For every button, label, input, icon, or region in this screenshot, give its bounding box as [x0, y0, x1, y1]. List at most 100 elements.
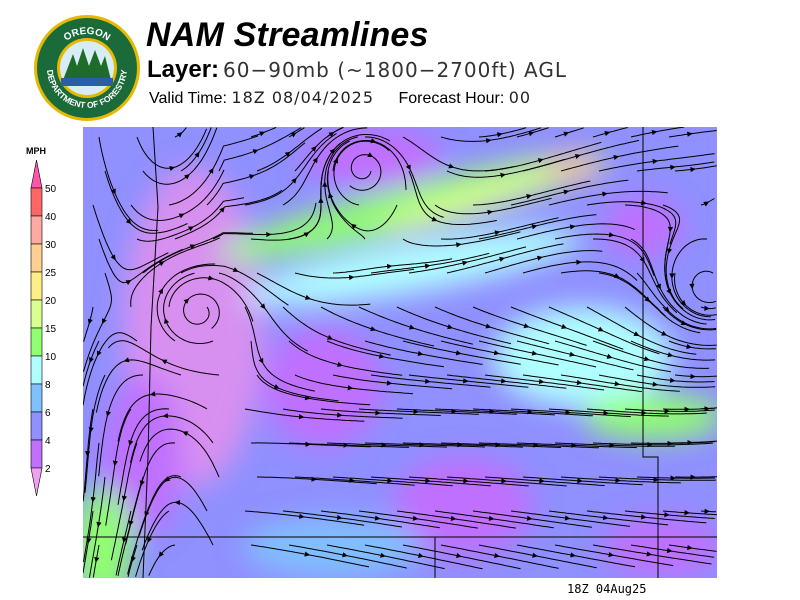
streamline-arrowhead	[374, 515, 381, 521]
streamline	[668, 544, 717, 552]
streamline	[326, 544, 445, 570]
streamline	[408, 374, 529, 388]
streamline-arrowhead	[664, 408, 670, 414]
streamline	[364, 340, 483, 365]
streamline	[472, 510, 592, 528]
streamline-arrowhead	[322, 181, 328, 187]
streamline	[516, 223, 635, 240]
streamline-arrowhead	[327, 334, 334, 340]
streamline	[332, 374, 453, 390]
streamline-arrowhead	[602, 191, 608, 197]
streamline-arrowhead	[644, 296, 651, 303]
streamline-arrowhead	[500, 172, 506, 178]
streamline	[408, 170, 497, 225]
streamline-arrowhead	[184, 174, 190, 180]
streamline-arrowhead	[614, 381, 621, 387]
streamline-arrowhead	[178, 213, 185, 219]
streamline-arrowhead	[86, 537, 92, 544]
streamline-arrowhead	[633, 331, 640, 337]
streamline-arrowhead	[367, 152, 374, 158]
streamline	[212, 202, 317, 240]
streamline-arrowhead	[569, 224, 576, 230]
streamline-arrowhead	[450, 515, 457, 521]
streamline	[636, 374, 715, 383]
streamline	[370, 374, 491, 388]
valid-time-value: 18Z 08/04/2025	[231, 88, 375, 107]
streamline	[288, 544, 407, 569]
streamline-arrowhead	[661, 330, 668, 336]
streamline	[434, 510, 554, 529]
streamline	[349, 154, 382, 191]
streamline	[396, 408, 517, 415]
legend-tick-label: 8	[45, 380, 51, 391]
legend-band	[30, 299, 43, 329]
streamline	[83, 442, 100, 563]
streamline-arrowhead	[669, 377, 676, 383]
streamline-arrowhead	[252, 149, 259, 155]
streamline-arrowhead	[667, 352, 674, 358]
streamline-arrowhead	[342, 552, 349, 558]
streamline-arrowhead	[386, 263, 393, 270]
streamline	[484, 250, 603, 274]
streamline-arrowhead	[208, 167, 214, 174]
legend-band	[30, 355, 43, 385]
streamline	[554, 544, 674, 567]
streamline-arrowhead	[149, 391, 156, 397]
streamline-arrowhead	[125, 280, 132, 285]
streamline-arrowhead	[337, 412, 343, 418]
streamline	[484, 141, 602, 172]
streamline-arrowhead	[85, 451, 91, 457]
streamline-arrowhead	[494, 230, 501, 236]
streamline	[408, 476, 529, 487]
page-title: NAM Streamlines	[146, 16, 429, 54]
streamline-arrowhead	[608, 551, 615, 558]
streamline	[98, 374, 144, 477]
legend-tick-label: 15	[45, 324, 57, 335]
streamline	[168, 135, 259, 206]
streamline-arrowhead	[347, 385, 354, 391]
streamline-arrowhead	[182, 431, 189, 437]
streamline-arrowhead	[684, 510, 690, 516]
streamline-arrowhead	[577, 478, 583, 484]
streamline	[98, 238, 183, 284]
streamline-arrowhead	[174, 499, 180, 506]
streamline	[180, 264, 289, 306]
streamline	[636, 161, 715, 172]
streamline-arrowhead	[680, 320, 687, 326]
streamline-arrowhead	[561, 323, 568, 329]
streamline-arrowhead	[232, 267, 239, 272]
streamline-arrowhead	[336, 514, 343, 521]
streamline-arrowhead	[260, 303, 266, 310]
streamline-arrowhead	[496, 132, 503, 138]
streamline-arrowhead	[613, 154, 620, 161]
streamline	[84, 374, 106, 493]
streamline	[95, 359, 182, 413]
streamline-arrowhead	[158, 261, 165, 267]
streamline	[522, 476, 643, 486]
streamline-arrowhead	[574, 153, 581, 159]
streamline-arrowhead	[704, 508, 710, 514]
streamline	[624, 306, 717, 346]
streamline	[478, 442, 599, 449]
streamline	[548, 510, 669, 526]
streamline-arrowhead	[219, 206, 225, 213]
streamline-arrowhead	[499, 256, 506, 262]
streamline-arrowhead	[651, 129, 658, 136]
legend-band	[30, 243, 43, 273]
legend-band	[30, 327, 43, 357]
streamline	[624, 510, 715, 519]
streamline-arrowhead	[380, 552, 386, 558]
state-borders	[83, 127, 717, 578]
legend-band	[30, 383, 43, 413]
streamline-arrowhead	[538, 378, 545, 385]
streamline-arrowhead	[653, 476, 659, 483]
streamline	[125, 442, 176, 545]
streamline	[630, 238, 707, 325]
streamline	[592, 340, 710, 369]
streamline	[180, 127, 212, 172]
streamline-arrowhead	[690, 474, 696, 480]
streamline	[156, 263, 216, 342]
streamline	[327, 171, 398, 232]
streamline	[669, 440, 717, 444]
legend-tick-label: 40	[45, 212, 57, 223]
